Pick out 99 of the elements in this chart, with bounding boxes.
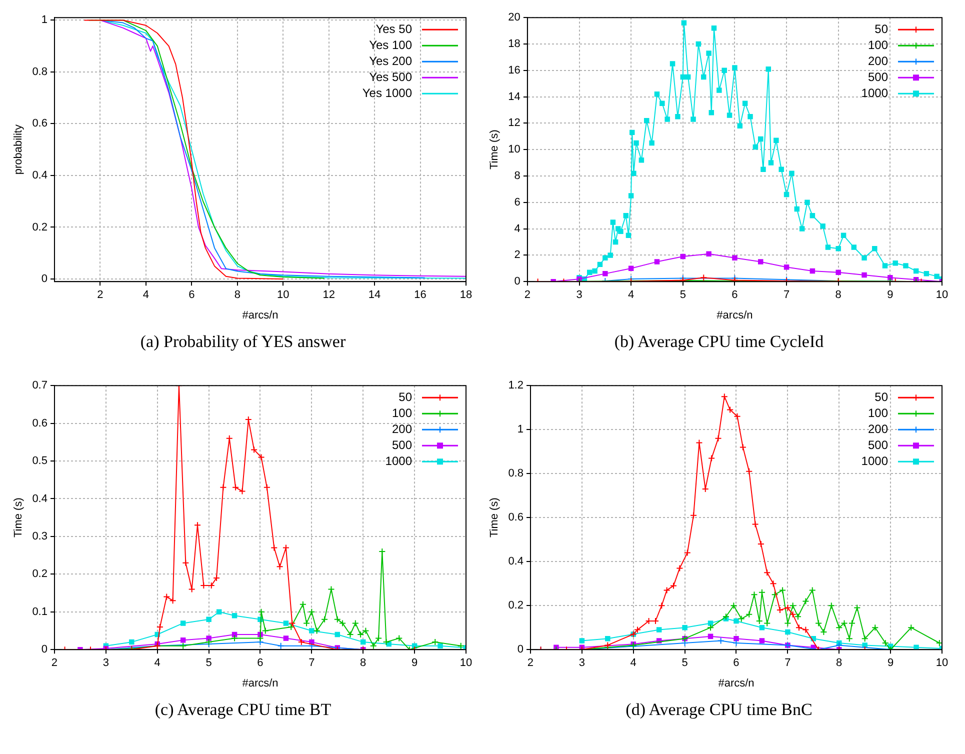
legend-label: 500 (392, 438, 412, 452)
legend-label: 1000 (861, 86, 888, 100)
y-axis-title: Time (s) (488, 498, 501, 538)
x-tick-label: 8 (360, 657, 366, 670)
x-tick-label: 4 (630, 657, 636, 670)
x-tick-label: 4 (142, 289, 149, 302)
x-tick-label: 10 (460, 657, 472, 670)
legend-label: 500 (868, 70, 888, 84)
y-tick-label: 12 (508, 117, 520, 130)
x-tick-label: 8 (836, 657, 842, 670)
x-tick-label: 6 (733, 657, 740, 670)
x-tick-label: 5 (680, 289, 686, 302)
x-axis-title: #arcs/n (716, 309, 753, 322)
y-tick-label: 8 (514, 170, 520, 182)
x-tick-label: 2 (527, 657, 534, 670)
y-tick-label: 0.3 (32, 530, 48, 542)
x-tick-label: 10 (936, 657, 948, 670)
legend-label: 100 (392, 406, 412, 420)
x-tick-label: 5 (206, 657, 212, 670)
x-tick-label: 8 (835, 289, 842, 302)
y-tick-label: 2 (514, 249, 520, 262)
legend-label: 500 (868, 438, 888, 452)
x-tick-label: 7 (784, 657, 791, 670)
x-tick-label: 12 (322, 289, 335, 302)
x-tick-label: 3 (576, 289, 582, 302)
y-tick-label: 0.6 (32, 417, 48, 430)
y-tick-label: 1 (517, 424, 524, 436)
y-tick-label: 20 (508, 12, 520, 24)
y-tick-label: 0.2 (508, 600, 524, 612)
y-tick-label: 0.6 (32, 118, 48, 130)
legend-label: 50 (874, 390, 888, 404)
legend-label: Yes 1000 (362, 86, 412, 100)
y-tick-label: 0.8 (32, 66, 48, 78)
x-tick-label: 10 (276, 289, 290, 302)
legend-label: 100 (868, 38, 888, 52)
y-tick-label: 18 (508, 38, 520, 50)
legend-label: 50 (398, 390, 412, 404)
x-tick-label: 14 (368, 289, 381, 302)
legend-label: 1000 (385, 454, 412, 468)
y-tick-label: 0.2 (32, 221, 48, 234)
x-tick-label: 7 (783, 289, 790, 302)
legend-label: 100 (868, 406, 888, 420)
x-tick-label: 9 (888, 657, 894, 670)
y-axis-title: Time (s) (12, 498, 25, 538)
x-tick-label: 9 (887, 289, 894, 302)
y-tick-label: 0.4 (508, 556, 524, 568)
legend-label: 200 (868, 54, 888, 68)
x-tick-label: 6 (188, 289, 195, 302)
y-axis-title: Time (s) (488, 130, 501, 170)
y-tick-label: 10 (508, 144, 520, 156)
y-tick-label: 0 (41, 644, 48, 656)
y-tick-label: 0.4 (32, 492, 48, 505)
y-tick-label: 0.2 (32, 568, 48, 580)
x-tick-label: 9 (412, 657, 418, 670)
text: (a) Probability of YES answer (140, 332, 346, 353)
x-tick-label: 2 (97, 289, 104, 302)
y-tick-label: 0 (517, 644, 524, 656)
x-tick-label: 4 (628, 289, 634, 302)
y-tick-label: 14 (508, 90, 520, 103)
x-tick-label: 16 (414, 289, 426, 302)
legend-label: Yes 50 (376, 22, 412, 36)
legend-label: 200 (868, 422, 888, 436)
x-tick-label: 3 (578, 657, 585, 670)
text: (d) Average CPU time BnC (626, 700, 812, 721)
y-tick-label: 0 (514, 276, 520, 288)
y-tick-label: 16 (508, 64, 520, 76)
y-tick-label: 0 (41, 273, 48, 286)
x-axis-title: #arcs/n (242, 677, 278, 690)
legend-label: Yes 100 (369, 38, 412, 52)
x-tick-label: 8 (234, 289, 240, 302)
y-tick-label: 6 (514, 196, 520, 208)
legend-label: 1000 (861, 454, 888, 468)
text: (b) Average CPU time CycleId (614, 332, 824, 353)
y-tick-label: 1.2 (508, 380, 524, 392)
y-tick-label: 4 (514, 222, 520, 235)
x-tick-label: 3 (102, 657, 109, 670)
x-tick-label: 6 (257, 657, 264, 670)
y-tick-label: 0.8 (508, 468, 524, 480)
legend-label: 200 (392, 422, 412, 436)
y-tick-label: 1 (41, 14, 48, 26)
y-tick-label: 0.6 (508, 512, 524, 524)
x-tick-label: 7 (308, 657, 315, 670)
x-tick-label: 6 (732, 289, 738, 302)
x-tick-label: 18 (460, 289, 472, 302)
x-tick-label: 4 (154, 657, 160, 670)
legend-label: Yes 500 (369, 70, 412, 84)
x-tick-label: 5 (682, 657, 688, 670)
text: (c) Average CPU time BT (154, 700, 332, 721)
x-tick-label: 10 (936, 289, 948, 302)
x-axis-title: #arcs/n (242, 309, 278, 322)
y-axis-title: probability (12, 124, 25, 175)
legend-label: Yes 200 (369, 54, 412, 68)
y-tick-label: 0.7 (32, 380, 48, 392)
y-tick-label: 0.1 (32, 606, 48, 618)
x-axis-title: #arcs/n (718, 677, 754, 690)
y-tick-label: 0.5 (32, 455, 48, 468)
legend-label: 50 (874, 22, 888, 36)
y-tick-label: 0.4 (32, 170, 48, 182)
x-tick-label: 2 (51, 657, 58, 670)
